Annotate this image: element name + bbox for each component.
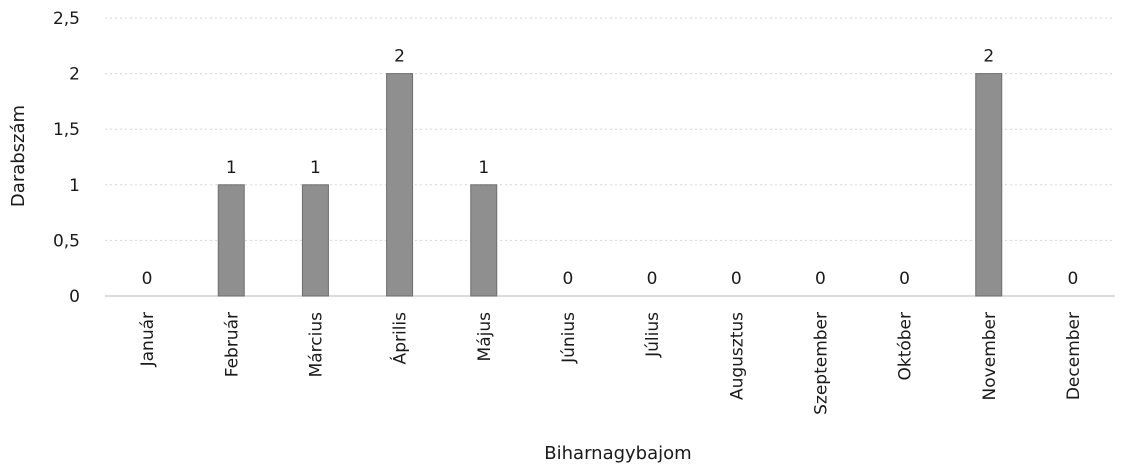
y-tick-label: 0 xyxy=(69,287,80,307)
bar xyxy=(386,73,414,297)
y-tick-label: 2,5 xyxy=(53,9,80,29)
data-label: 1 xyxy=(478,158,489,178)
x-category-label: Január xyxy=(138,312,158,367)
x-category-label: November xyxy=(980,312,1000,400)
data-label: 0 xyxy=(731,269,742,289)
data-label: 0 xyxy=(815,269,826,289)
bar xyxy=(217,184,245,297)
bars xyxy=(217,73,1003,297)
x-category-label: Június xyxy=(559,312,579,364)
data-label: 2 xyxy=(394,47,405,67)
data-labels: 0 1 1 2 1 0 0 0 0 0 2 0 xyxy=(142,47,1079,289)
x-category-label: Május xyxy=(475,312,495,362)
bar xyxy=(470,184,498,297)
y-tick-label: 1,5 xyxy=(53,120,80,140)
data-label: 2 xyxy=(983,47,994,67)
y-tick-label: 2 xyxy=(69,65,80,85)
data-label: 0 xyxy=(142,269,153,289)
data-label: 0 xyxy=(563,269,574,289)
x-axis-categories: Január Február Március Április Május Június Jú… xyxy=(138,312,1084,415)
bar xyxy=(301,184,329,297)
gridlines xyxy=(105,17,1115,297)
x-category-label: December xyxy=(1064,312,1084,400)
y-axis-title: Darabszám xyxy=(8,105,29,207)
data-label: 1 xyxy=(310,158,321,178)
x-category-label: Március xyxy=(306,312,326,378)
y-tick-label: 0,5 xyxy=(53,231,80,251)
x-category-label: Augusztus xyxy=(727,312,747,400)
x-category-label: Július xyxy=(643,312,663,358)
data-label: 0 xyxy=(1068,269,1079,289)
x-category-label: Április xyxy=(389,312,411,365)
x-category-label: Szeptember xyxy=(811,312,831,415)
x-category-label: Február xyxy=(222,312,242,377)
y-axis-ticks: 0 0,5 1 1,5 2 2,5 xyxy=(53,9,80,307)
data-label: 0 xyxy=(899,269,910,289)
y-tick-label: 1 xyxy=(69,176,80,196)
data-label: 1 xyxy=(226,158,237,178)
bar xyxy=(975,73,1003,297)
x-axis-title: Biharnagybajom xyxy=(544,443,691,464)
data-label: 0 xyxy=(647,269,658,289)
x-category-label: Október xyxy=(896,312,916,381)
